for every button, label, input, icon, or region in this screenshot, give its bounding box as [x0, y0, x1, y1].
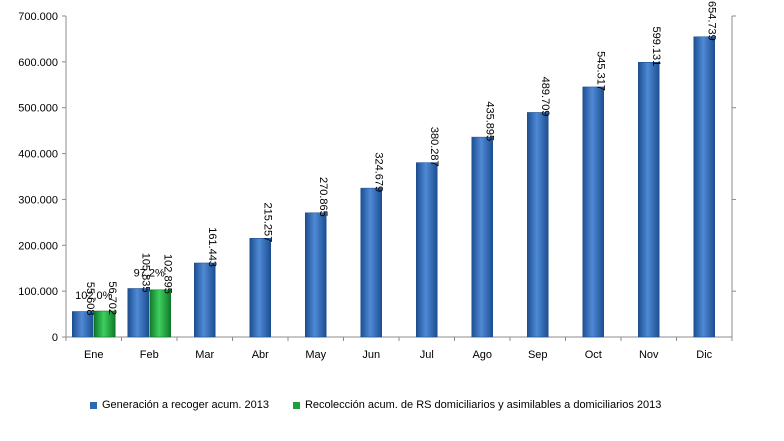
legend-item-recoleccion: Recolección acum. de RS domiciliarios y …: [292, 399, 662, 411]
bar-label-generacion: 489.709: [539, 77, 551, 117]
x-tick-label: May: [305, 349, 326, 361]
x-tick-label: Nov: [639, 349, 659, 361]
y-tick-label: 700.000: [18, 11, 58, 23]
legend-label-generacion: Generación a recoger acum. 2013: [102, 399, 269, 411]
bar-generacion: [194, 262, 216, 338]
bar-label-generacion: 599.131: [650, 26, 662, 66]
y-tick-label: 100.000: [18, 286, 58, 298]
bar-label-generacion: 215.257: [261, 203, 273, 243]
y-tick-label: 0: [52, 332, 58, 344]
percentage-annotation: 97,2%: [134, 267, 165, 279]
legend-item-generacion: Generación a recoger acum. 2013: [90, 399, 269, 411]
bar-label-generacion: 161.443: [206, 227, 218, 267]
legend-label-recoleccion: Recolección acum. de RS domiciliarios y …: [304, 399, 662, 411]
bar-recoleccion: [94, 310, 116, 338]
bar-label-generacion: 324.679: [372, 152, 384, 192]
legend: Generación a recoger acum. 2013 Recolecc…: [90, 396, 770, 414]
bar-label-generacion: 105.835: [139, 253, 151, 293]
percentage-annotation: 102,0%: [75, 290, 113, 302]
bar-label-generacion: 380.287: [428, 127, 440, 167]
bar-label-generacion: 435.895: [483, 101, 495, 141]
bar-label-recoleccion: 56.702: [106, 281, 118, 315]
x-tick-label: Ago: [472, 349, 492, 361]
bar-generacion: [127, 288, 149, 338]
y-tick-label: 200.000: [18, 240, 58, 252]
bar-generacion: [360, 187, 382, 338]
x-tick-label: Jul: [420, 349, 434, 361]
plot-area: 0 100.000 200.000 300.000 400.000 500.000 600.…: [18, 1, 736, 361]
x-tick-label: Feb: [140, 349, 159, 361]
x-tick-label: Abr: [252, 349, 269, 361]
bar-generacion: [305, 212, 327, 338]
x-tick-label: Dic: [696, 349, 712, 361]
bar-generacion: [72, 311, 94, 338]
bar-generacion: [416, 162, 438, 338]
bar-generacion: [693, 36, 715, 338]
bar-label-generacion: 55.608: [84, 282, 96, 316]
bar-generacion: [249, 238, 271, 338]
legend-swatch-generacion: [90, 401, 97, 409]
x-tick-label: Mar: [195, 349, 214, 361]
x-tick-label: Sep: [528, 349, 548, 361]
bar-generacion: [638, 62, 660, 338]
bar-generacion: [471, 136, 493, 338]
legend-swatch-recoleccion: [292, 401, 300, 409]
y-tick-label: 500.000: [18, 103, 58, 115]
x-tick-label: Ene: [84, 349, 104, 361]
y-tick-label: 600.000: [18, 57, 58, 69]
bar-generacion: [527, 112, 549, 338]
bar-label-generacion: 545.317: [594, 51, 606, 91]
bar-recoleccion: [149, 289, 171, 338]
y-tick-label: 400.000: [18, 149, 58, 161]
x-tick-label: Oct: [585, 349, 602, 361]
bar-label-generacion: 654.739: [705, 1, 717, 41]
bar-label-recoleccion: 102.895: [161, 254, 173, 294]
bar-label-generacion: 270.865: [317, 177, 329, 217]
y-tick-label: 300.000: [18, 194, 58, 206]
x-tick-label: Jun: [362, 349, 380, 361]
bar-generacion: [582, 86, 604, 338]
